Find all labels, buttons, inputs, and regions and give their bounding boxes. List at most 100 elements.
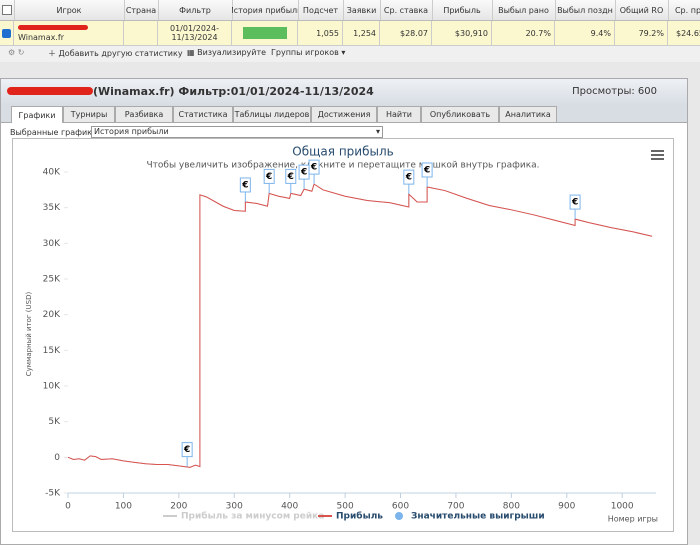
x-tick-label: 400 <box>281 502 298 512</box>
tab[interactable]: Турниры <box>63 106 115 122</box>
tab[interactable]: Достижения <box>311 106 377 122</box>
table-cell: 20.7% <box>492 21 555 45</box>
toolbar-button[interactable]: ▦ Визуализируйте <box>187 48 267 57</box>
toolbar-button[interactable]: ＋ Добавить другую статистику <box>48 49 183 58</box>
x-tick-label: 300 <box>226 502 243 512</box>
flag-label: € <box>423 165 430 175</box>
y-tick-label: 25K <box>43 275 61 285</box>
table-cell: $30,910 <box>432 21 492 45</box>
country-cell <box>124 21 158 45</box>
panel-header: (Winamax.fr) Фильтр:01/01/2024-11/13/202… <box>1 79 687 105</box>
y-tick-label: 20K <box>43 310 61 320</box>
legend-label[interactable]: Прибыль за минусом рейка <box>181 511 324 522</box>
y-tick-label: 10K <box>43 382 61 392</box>
toolbar-button[interactable]: Группы игроков ▾ <box>271 48 346 57</box>
x-tick-label: 700 <box>447 502 464 512</box>
y-axis-label: Суммарный итог (USD) <box>25 292 33 377</box>
tab[interactable]: Разбивка <box>115 106 173 122</box>
column-header[interactable]: Страна <box>124 0 159 20</box>
column-header[interactable]: Фильтр <box>158 0 233 20</box>
views: Просмотры: 600 <box>572 86 657 97</box>
sparkline-cell <box>232 21 298 45</box>
column-header[interactable]: Подсчет <box>298 0 344 20</box>
y-tick-label: 35K <box>43 203 61 213</box>
column-header[interactable]: Ср. пр <box>668 0 700 20</box>
flag-label: € <box>300 168 307 178</box>
win-flag <box>239 177 251 193</box>
y-tick-label: 15K <box>43 346 61 356</box>
tab[interactable]: Найти <box>377 106 421 122</box>
toolbar-text: Визуализируйте <box>197 48 267 57</box>
tab[interactable]: Статистика <box>173 106 233 122</box>
column-header[interactable]: Выбыл рано <box>492 0 556 20</box>
tab[interactable]: Графики <box>11 106 63 123</box>
sparkline <box>242 27 287 39</box>
x-tick-label: 600 <box>392 502 409 512</box>
x-tick-label: 200 <box>170 502 187 512</box>
selector-label: Выбранные графики: <box>10 128 100 137</box>
legend-label[interactable]: Прибыль <box>336 511 383 522</box>
x-tick-label: 800 <box>503 502 520 512</box>
chart-subtitle: Чтобы увеличить изображение, кликните и … <box>146 161 539 171</box>
x-tick-label: 100 <box>115 502 132 512</box>
x-axis-label: Номер игры <box>608 515 658 524</box>
y-tick-label: -5K <box>45 489 61 499</box>
column-header[interactable]: Заявки <box>343 0 381 20</box>
player-cell[interactable]: Winamax.fr <box>14 21 124 45</box>
column-header[interactable]: Прибыль <box>432 0 493 20</box>
column-header[interactable]: Общий RO <box>615 0 669 20</box>
tab[interactable]: Опубликовать <box>421 106 499 122</box>
filter-line: 11/13/2024 <box>171 33 218 42</box>
profit-line <box>67 183 653 468</box>
table-row[interactable]: Winamax.fr 01/01/2024- 11/13/2024 1,055 1… <box>0 21 700 46</box>
column-header[interactable]: Ср. ставка <box>380 0 433 20</box>
redacted-name <box>7 87 93 95</box>
x-tick-label: 0 <box>65 502 71 512</box>
dropdown-arrow: ▾ <box>375 127 380 136</box>
flag-label: € <box>287 172 294 182</box>
y-tick-label: 5K <box>48 417 61 427</box>
flag-label: € <box>241 180 248 190</box>
x-tick-label: 1000 <box>611 502 634 512</box>
win-flag <box>263 168 275 184</box>
tabs: Графики Турниры Разбивка Статистика Таблицы … <box>1 105 687 123</box>
table-cell: $24.65 <box>668 21 700 45</box>
table-cell: 79.2% <box>615 21 668 45</box>
legend-symbol <box>395 512 403 520</box>
win-flag <box>421 162 433 178</box>
tab[interactable]: Аналитика <box>499 106 557 122</box>
redacted-name <box>18 24 88 30</box>
x-tick-label: 500 <box>337 502 354 512</box>
table-cell: $28.07 <box>380 21 432 45</box>
chart: Общая прибыль Чтобы увеличить изображени… <box>12 138 674 532</box>
selector[interactable]: История прибыли ▾ <box>91 126 383 138</box>
x-tick-label: 900 <box>558 502 575 512</box>
y-tick-label: 40K <box>43 168 61 178</box>
toolbar-text: Добавить другую статистику <box>58 49 183 58</box>
menu-icon[interactable] <box>651 150 664 160</box>
flag-label: € <box>310 163 317 173</box>
flag-label: € <box>405 173 412 183</box>
flag-label: € <box>183 445 190 455</box>
row-checkbox[interactable] <box>0 21 14 45</box>
table-cell: 9.4% <box>555 21 615 45</box>
win-flag <box>308 159 320 175</box>
tab[interactable]: Таблицы лидеров <box>233 106 311 122</box>
chart-title: Общая прибыль <box>292 145 393 159</box>
table-cell: 1,254 <box>343 21 380 45</box>
column-header[interactable]: Игрок <box>14 0 125 20</box>
win-flag <box>403 169 415 185</box>
y-tick-label: 0 <box>54 453 60 463</box>
header-checkbox[interactable] <box>0 0 15 20</box>
icon[interactable]: ⚙ ↻ <box>8 48 25 57</box>
profit-line <box>67 183 653 468</box>
panel-title: (Winamax.fr) Фильтр:01/01/2024-11/13/202… <box>93 85 374 98</box>
win-flag <box>569 194 581 210</box>
player-site: Winamax.fr <box>18 32 65 42</box>
toolbar-text: Группы игроков <box>271 48 339 57</box>
filter-cell: 01/01/2024- 11/13/2024 <box>158 21 232 45</box>
legend-label[interactable]: Значительные выигрыши <box>411 512 545 522</box>
column-header[interactable]: Выбыл поздн <box>555 0 616 20</box>
column-header[interactable]: История прибыли <box>232 0 299 20</box>
